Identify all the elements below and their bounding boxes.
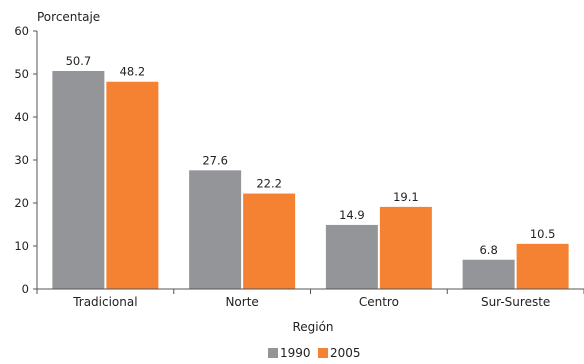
x-tick-label: Norte bbox=[225, 295, 258, 309]
legend: 1990 2005 bbox=[268, 346, 361, 360]
bar-2005-sur-sureste bbox=[516, 243, 569, 289]
y-tick-label: 60 bbox=[14, 24, 29, 38]
plot-bars bbox=[52, 70, 569, 290]
data-label: 19.1 bbox=[393, 190, 419, 204]
bar-1990-norte bbox=[189, 170, 242, 289]
data-label: 27.6 bbox=[202, 153, 228, 167]
bar-1990-centro bbox=[325, 224, 378, 289]
y-tick-label: 0 bbox=[22, 282, 29, 296]
bar-1990-sur-sureste bbox=[462, 259, 515, 289]
data-label: 14.9 bbox=[339, 208, 365, 222]
legend-label: 2005 bbox=[330, 346, 361, 360]
y-tick-label: 10 bbox=[14, 239, 29, 253]
data-labels: 50.7 48.2 27.6 22.2 14.9 19.1 6.8 10.5 bbox=[66, 54, 556, 257]
legend-label: 1990 bbox=[280, 346, 311, 360]
y-tick-label: 50 bbox=[14, 67, 29, 81]
y-tick-label: 20 bbox=[14, 196, 29, 210]
legend-swatch bbox=[318, 348, 328, 358]
x-tick-label: Tradicional bbox=[72, 295, 137, 309]
bar-2005-tradicional bbox=[106, 81, 159, 290]
data-label: 48.2 bbox=[120, 65, 146, 79]
bar-1990-tradicional bbox=[52, 70, 105, 290]
bar-2005-norte bbox=[243, 193, 296, 289]
y-axis: 0 10 20 30 40 50 60 bbox=[14, 24, 38, 296]
data-label: 22.2 bbox=[256, 177, 282, 191]
y-tick-label: 40 bbox=[14, 110, 29, 124]
bar-2005-centro bbox=[379, 206, 432, 289]
data-label: 10.5 bbox=[530, 227, 556, 241]
x-axis-title: Región bbox=[292, 320, 333, 334]
data-label: 6.8 bbox=[479, 243, 497, 257]
x-tick-label: Sur-Sureste bbox=[481, 295, 550, 309]
x-tick-label: Centro bbox=[359, 295, 399, 309]
y-axis-title: Porcentaje bbox=[37, 10, 100, 24]
legend-swatch bbox=[268, 348, 278, 358]
y-tick-label: 30 bbox=[14, 153, 29, 167]
x-axis: Tradicional Norte Centro Sur-Sureste bbox=[36, 288, 584, 309]
data-label: 50.7 bbox=[66, 54, 92, 68]
